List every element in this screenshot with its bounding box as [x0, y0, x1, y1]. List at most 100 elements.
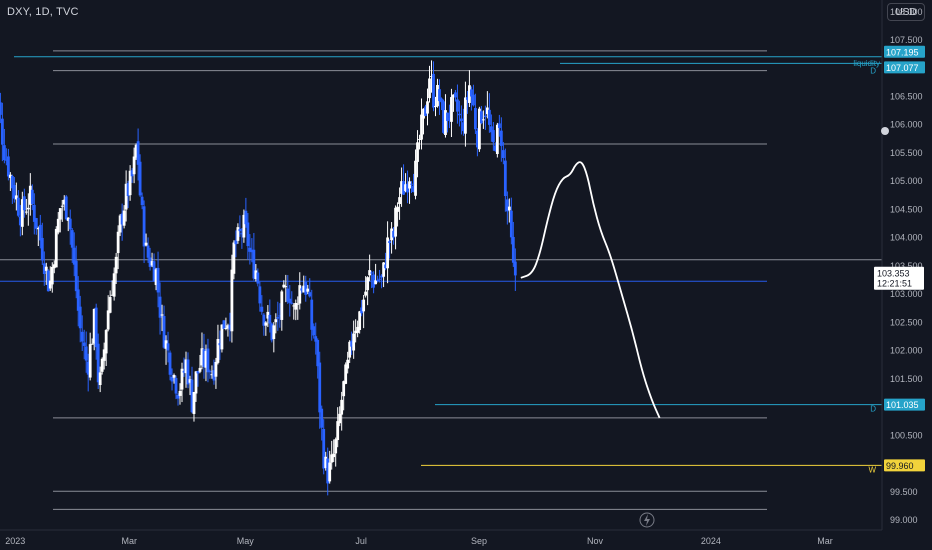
candle-body — [92, 308, 96, 344]
candle — [489, 114, 493, 142]
candle-body — [270, 323, 274, 341]
lightning-icon[interactable] — [639, 512, 655, 528]
candle — [94, 303, 98, 360]
candle-body — [392, 230, 395, 238]
candle — [414, 149, 417, 200]
candle — [468, 70, 471, 107]
daily-tag-upper: D — [870, 66, 876, 75]
candle — [86, 353, 90, 392]
candle — [164, 335, 168, 365]
candle-body — [328, 462, 332, 482]
candle — [220, 324, 224, 353]
lightning-icon-bolt — [644, 514, 650, 526]
candle — [52, 260, 56, 274]
candle — [344, 362, 348, 385]
candle-body — [509, 210, 513, 238]
candle-body — [116, 231, 120, 254]
candle-body — [228, 324, 232, 330]
candle — [382, 261, 385, 288]
candle — [420, 98, 423, 150]
candle — [338, 406, 342, 427]
candle — [342, 380, 346, 411]
candle — [386, 221, 389, 284]
candle-body — [462, 122, 465, 132]
candle — [168, 350, 172, 381]
settings-icon[interactable] — [881, 127, 889, 135]
candle-body — [104, 330, 108, 354]
x-tick-label: Jul — [355, 536, 367, 546]
candle-body — [164, 340, 168, 349]
candle-body — [20, 199, 24, 227]
y-tick-label: 104.500 — [890, 204, 923, 214]
candle — [104, 329, 108, 366]
candle — [194, 370, 198, 402]
currency-button[interactable]: USD — [887, 3, 925, 21]
candle-body — [230, 269, 234, 332]
candle — [132, 147, 136, 184]
candle — [124, 170, 128, 222]
candle-body — [194, 371, 198, 394]
candle — [296, 296, 300, 320]
liquidity-label: liquidity — [853, 59, 880, 68]
candle — [208, 369, 212, 379]
candle — [362, 294, 366, 329]
candle — [400, 167, 403, 207]
candle — [320, 405, 324, 441]
price-axis-background — [883, 0, 932, 530]
candle — [378, 269, 382, 283]
candle-body — [24, 211, 28, 213]
candle-body — [440, 98, 443, 103]
weekly-level-tag: 99.960 — [884, 459, 925, 472]
candle — [158, 282, 162, 335]
candle — [96, 333, 100, 389]
candle — [430, 60, 433, 93]
candle — [266, 305, 270, 328]
candle — [72, 232, 76, 277]
candle — [76, 276, 80, 327]
candle-body — [418, 139, 421, 141]
candle-body — [240, 233, 244, 235]
candle-body — [28, 185, 32, 205]
candle-body — [264, 322, 268, 326]
y-tick-label: 105.500 — [890, 148, 923, 158]
candle — [100, 357, 104, 375]
candle — [68, 209, 72, 245]
candle-body — [62, 199, 66, 205]
candle — [184, 351, 188, 388]
candle-body — [34, 218, 38, 229]
candle — [166, 331, 170, 363]
candle — [424, 104, 427, 117]
candle-body — [242, 214, 246, 238]
candle-body — [398, 197, 401, 205]
candle-body — [292, 305, 296, 307]
candle-body — [88, 344, 92, 378]
candle-body — [386, 237, 389, 269]
candle-body — [106, 310, 110, 330]
weekly-level-tag-text: 99.960 — [886, 461, 914, 471]
candle — [150, 252, 154, 268]
liquidity-lower-tag-bg — [884, 61, 925, 74]
candle-body — [188, 379, 192, 383]
candle — [32, 193, 36, 235]
candle — [66, 217, 70, 232]
candle — [346, 351, 350, 374]
candle — [292, 303, 296, 320]
candle-body — [286, 288, 290, 302]
candle-body — [280, 291, 284, 320]
candle-body — [174, 378, 178, 394]
x-tick-label: Nov — [587, 536, 604, 546]
candle-body — [384, 264, 387, 269]
candle — [58, 208, 62, 233]
candle-body — [146, 245, 150, 258]
candle-body — [501, 150, 505, 158]
candle-body — [202, 349, 206, 368]
candle-body — [476, 130, 479, 148]
candle — [286, 275, 290, 304]
candle-body — [38, 224, 42, 241]
candle — [284, 274, 288, 303]
candle — [114, 252, 118, 285]
candle-body — [388, 241, 391, 244]
candle-body — [208, 371, 212, 373]
candle-body — [100, 358, 104, 372]
